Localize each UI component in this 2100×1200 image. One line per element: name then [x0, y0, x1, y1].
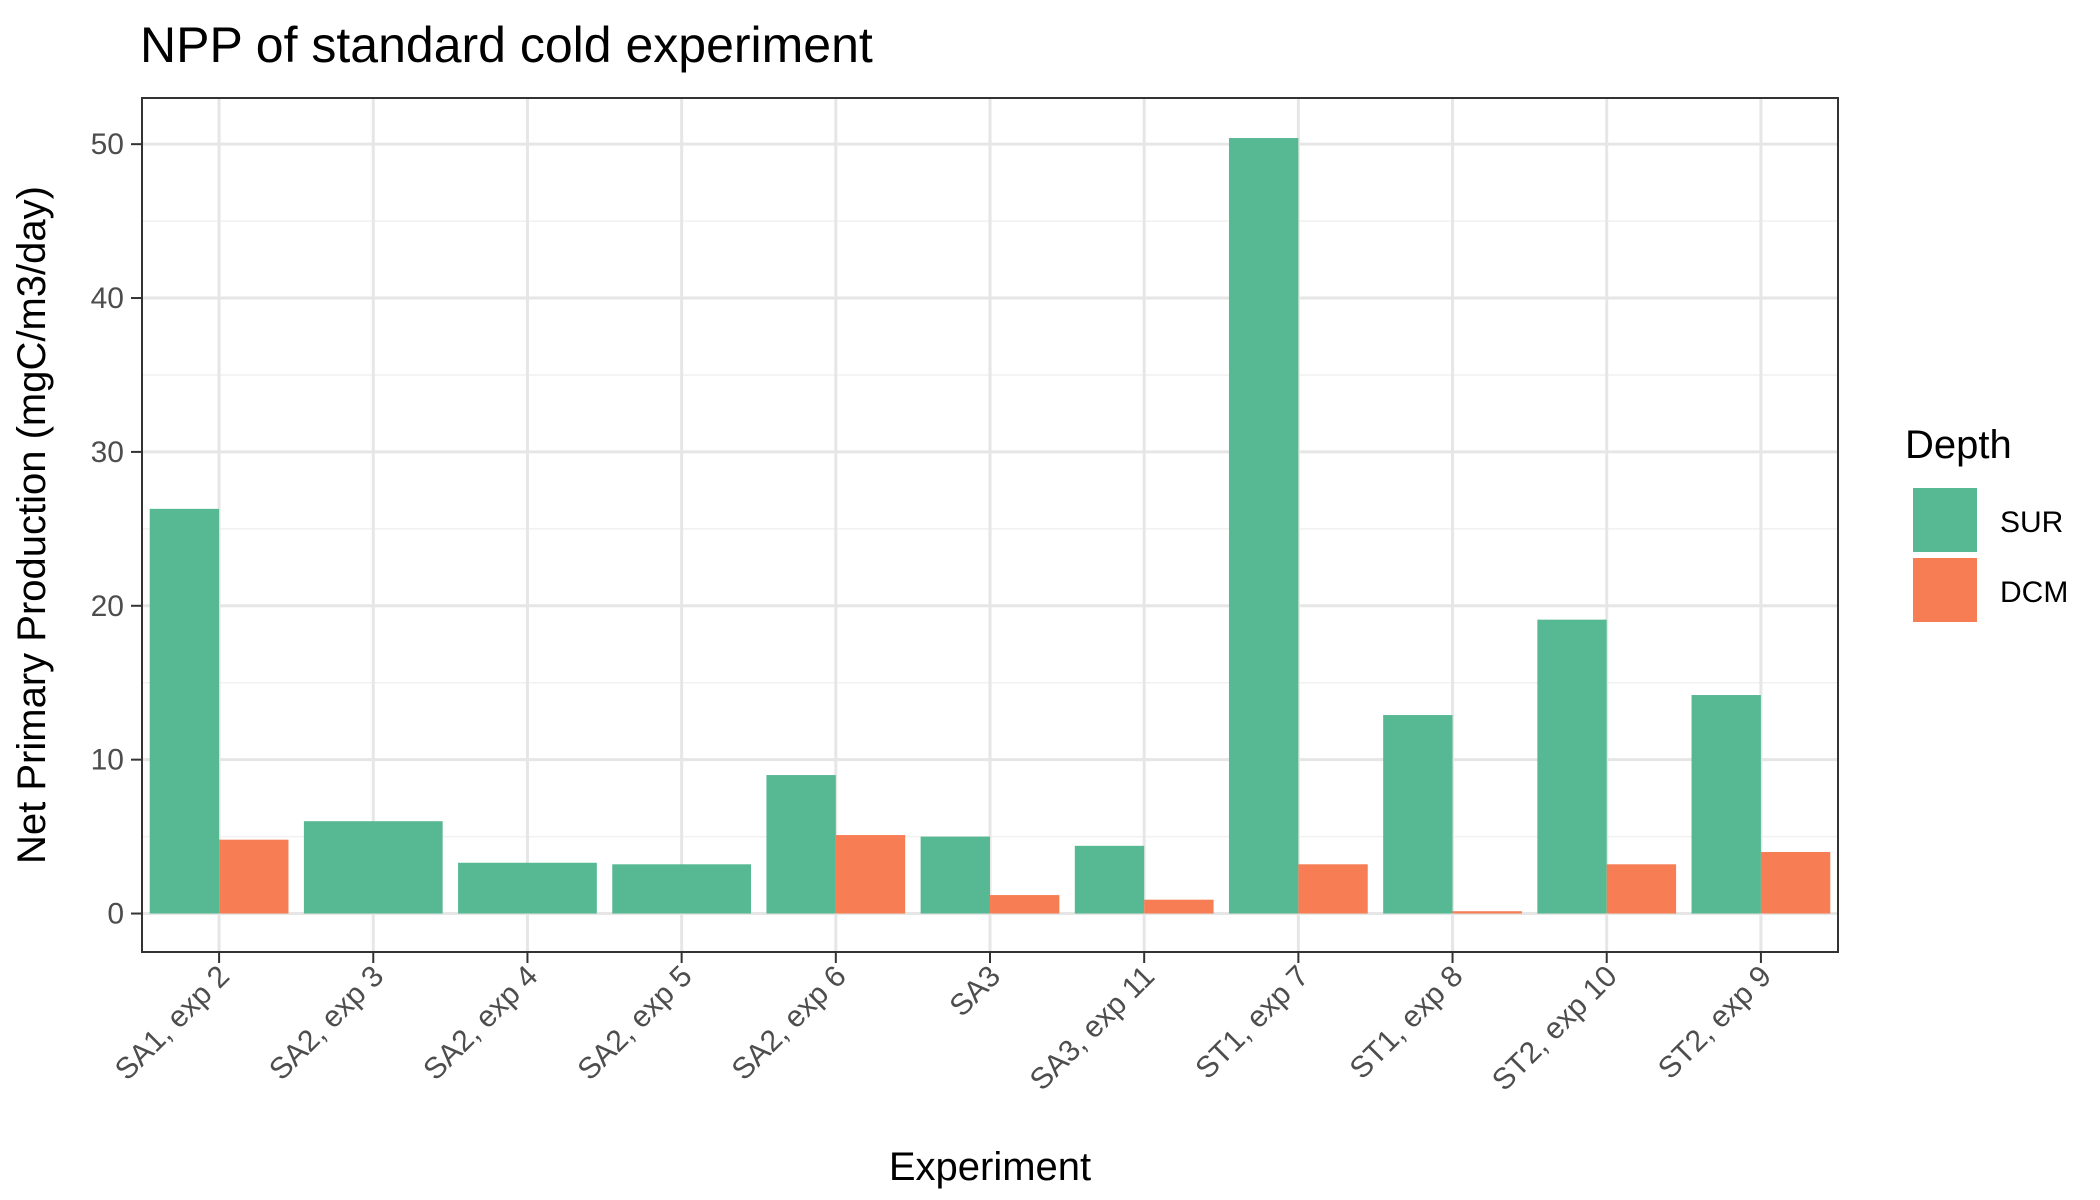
x-tick-label: SA2, exp 3: [263, 960, 390, 1087]
x-tick-label: SA2, exp 5: [571, 960, 698, 1087]
bar-dcm: [219, 839, 289, 914]
x-tick-label: ST2, exp 10: [1486, 960, 1624, 1098]
bar-dcm: [1606, 864, 1677, 914]
bar-sur: [149, 508, 220, 914]
y-tick-label: 10: [91, 744, 124, 777]
x-tick-label: SA3, exp 11: [1024, 960, 1161, 1097]
bar-sur: [1537, 619, 1607, 914]
x-axis: SA1, exp 2 SA2, exp 3 SA2, exp 4 SA2, exp 5…: [109, 952, 1778, 1097]
bar-dcm: [1452, 911, 1522, 914]
bar-sur: [303, 821, 443, 914]
bars: [149, 138, 1831, 914]
bar-dcm: [1298, 864, 1368, 914]
legend-swatch-sur: [1913, 488, 1977, 552]
bar-sur: [920, 836, 990, 914]
bar-sur: [458, 862, 597, 914]
x-tick-label: ST1, exp 7: [1189, 960, 1315, 1086]
x-tick-label: SA3: [944, 960, 1007, 1023]
y-tick-label: 50: [91, 128, 124, 161]
y-axis: 0 10 20 30 40 50: [91, 128, 142, 931]
x-tick-label: SA2, exp 4: [417, 960, 544, 1087]
y-tick-label: 30: [91, 436, 124, 469]
x-tick-label: SA1, exp 2: [109, 960, 236, 1087]
bar-sur: [1691, 695, 1761, 914]
bar-sur: [766, 775, 836, 914]
x-tick-label: SA2, exp 6: [726, 960, 853, 1087]
y-tick-label: 20: [91, 590, 124, 623]
x-tick-label: ST2, exp 9: [1652, 960, 1778, 1086]
bar-sur: [1383, 715, 1453, 914]
legend-title: Depth: [1905, 423, 2012, 467]
bar-sur: [1228, 138, 1299, 914]
legend-swatch-dcm: [1913, 558, 1977, 622]
legend: Depth SUR DCM: [1905, 423, 2068, 623]
x-axis-title: Experiment: [889, 1145, 1091, 1189]
x-tick-label: ST1, exp 8: [1344, 960, 1470, 1086]
bar-dcm: [1760, 851, 1831, 914]
bar-dcm: [1144, 899, 1214, 914]
y-axis-title: Net Primary Production (mgC/m3/day): [10, 186, 54, 864]
y-tick-label: 40: [91, 282, 124, 315]
y-tick-label: 0: [107, 898, 124, 931]
bar-dcm: [835, 835, 906, 914]
legend-label-sur: SUR: [2000, 506, 2063, 539]
bar-dcm: [990, 895, 1060, 914]
chart-title: NPP of standard cold experiment: [140, 17, 873, 73]
bar-sur: [612, 864, 752, 914]
bar-sur: [1074, 845, 1145, 914]
legend-label-dcm: DCM: [2000, 576, 2068, 609]
